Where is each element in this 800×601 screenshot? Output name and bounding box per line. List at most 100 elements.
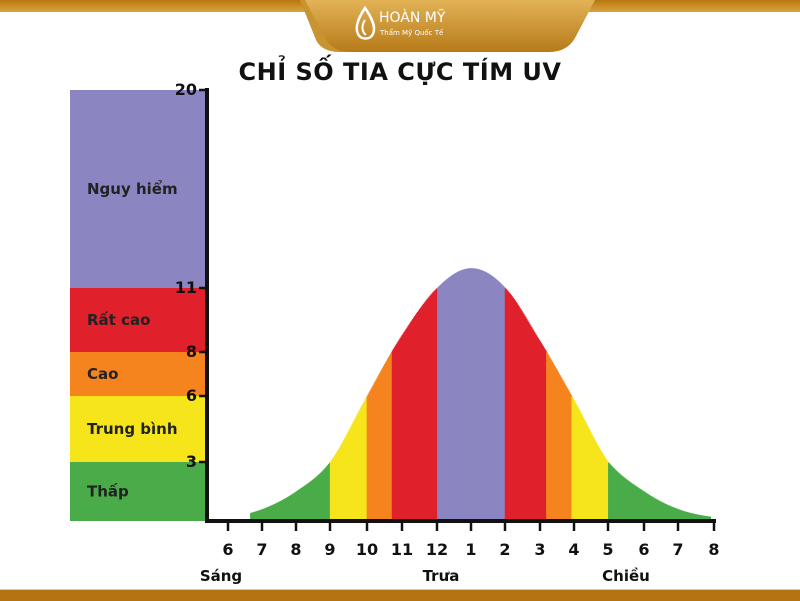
uv-area-strip	[426, 298, 429, 521]
uv-area-strip	[482, 270, 484, 521]
uv-area-strip	[504, 288, 507, 521]
uv-area-strip	[693, 513, 696, 521]
level-band-4	[70, 90, 207, 288]
flame-drop-icon	[355, 6, 376, 40]
uv-area-strip	[494, 278, 496, 521]
uv-area-strip	[305, 484, 308, 521]
uv-area-strip	[661, 502, 664, 521]
uv-area-strip	[613, 468, 615, 521]
uv-area-strip	[489, 274, 492, 521]
uv-area-strip	[394, 345, 397, 521]
uv-area-strip	[442, 282, 445, 521]
uv-area-strip	[599, 449, 602, 521]
uv-area-strip	[455, 272, 458, 521]
uv-area-strip	[436, 288, 438, 521]
uv-area-strip	[431, 293, 433, 521]
uv-area-strip	[578, 410, 581, 521]
uv-area-strip	[439, 284, 442, 521]
uv-area-strip	[330, 460, 333, 521]
uv-area-strip	[709, 516, 711, 521]
uv-area-strip	[373, 383, 375, 521]
uv-area-strip	[618, 473, 621, 521]
uv-area-strip	[289, 495, 292, 521]
uv-area-strip	[262, 508, 264, 521]
uv-area-strip	[519, 307, 521, 521]
uv-area-strip	[520, 309, 522, 521]
uv-area-strip	[283, 498, 286, 521]
uv-area-strip	[696, 514, 699, 521]
uv-area-strip	[417, 310, 420, 521]
uv-area-strip	[367, 393, 370, 521]
uv-area-strip	[691, 513, 694, 521]
uv-area-strip	[656, 499, 659, 521]
uv-area-strip	[313, 478, 316, 521]
uv-area-strip	[461, 269, 464, 521]
uv-area-strip	[480, 269, 482, 521]
uv-area-strip	[306, 483, 308, 521]
uv-area-strip	[424, 301, 427, 521]
level-label-4: Nguy hiểm	[87, 179, 178, 198]
uv-area-strip	[259, 509, 262, 521]
uv-area-strip	[357, 412, 360, 521]
uv-area-strip	[678, 509, 681, 521]
uv-area-strip	[510, 295, 513, 521]
uv-area-strip	[374, 381, 376, 521]
uv-area-strip	[681, 510, 684, 521]
uv-area-strip	[393, 347, 396, 521]
uv-area-strip	[445, 279, 448, 521]
uv-area-strip	[699, 515, 702, 521]
uv-area-strip	[604, 457, 606, 521]
uv-area-strip	[400, 336, 403, 521]
uv-area-strip	[416, 311, 419, 521]
uv-area-strip	[301, 487, 304, 521]
uv-area-strip	[250, 512, 252, 521]
uv-area-strip	[319, 473, 322, 521]
uv-area-strip	[496, 279, 498, 521]
uv-area-strip	[287, 496, 290, 521]
y-tick-label: 3	[186, 452, 197, 471]
uv-area-strip	[316, 475, 319, 521]
uv-area-strip	[321, 471, 323, 521]
uv-area-strip	[450, 275, 452, 521]
uv-area-strip	[623, 477, 626, 521]
uv-area-strip	[565, 386, 568, 521]
uv-area-strip	[415, 313, 418, 521]
uv-area-strip	[332, 457, 335, 521]
bottom-gold-bar	[0, 589, 800, 601]
uv-area-strip	[585, 423, 588, 521]
uv-area-strip	[670, 506, 672, 521]
y-tick-label: 8	[186, 342, 197, 361]
brand-tagline: Thẩm Mỹ Quốc Tế	[380, 29, 444, 37]
uv-area-strip	[397, 341, 400, 521]
uv-area-strip	[702, 515, 705, 521]
uv-area-strip	[362, 403, 365, 521]
uv-area-strip	[645, 492, 648, 521]
uv-area-strip	[363, 401, 366, 521]
uv-area-strip	[581, 415, 584, 521]
uv-area-strip	[526, 318, 528, 521]
uv-area-strip	[469, 268, 471, 521]
uv-area-strip	[516, 303, 518, 521]
uv-area-strip	[524, 315, 526, 521]
uv-area-strip	[328, 462, 331, 521]
uv-area-strip	[654, 498, 656, 521]
uv-area-strip	[302, 486, 305, 521]
x-tick-label: 11	[391, 540, 413, 559]
uv-area-strip	[646, 493, 649, 521]
uv-area-strip	[457, 271, 460, 521]
uv-area-strip	[682, 510, 685, 521]
uv-area-strip	[621, 476, 624, 521]
uv-area-strip	[471, 268, 474, 521]
uv-area-strip	[395, 344, 398, 521]
uv-area-strip	[458, 271, 461, 521]
uv-area-strip	[664, 503, 667, 521]
level-label-3: Rất cao	[87, 311, 150, 329]
uv-area-strip	[453, 274, 455, 521]
uv-area-strip	[559, 375, 561, 521]
uv-area-strip	[596, 444, 599, 521]
uv-area-strip	[327, 465, 329, 521]
uv-area-strip	[451, 275, 453, 521]
uv-area-strip	[333, 455, 336, 521]
uv-area-strip	[485, 272, 487, 521]
uv-area-strip	[405, 329, 407, 521]
